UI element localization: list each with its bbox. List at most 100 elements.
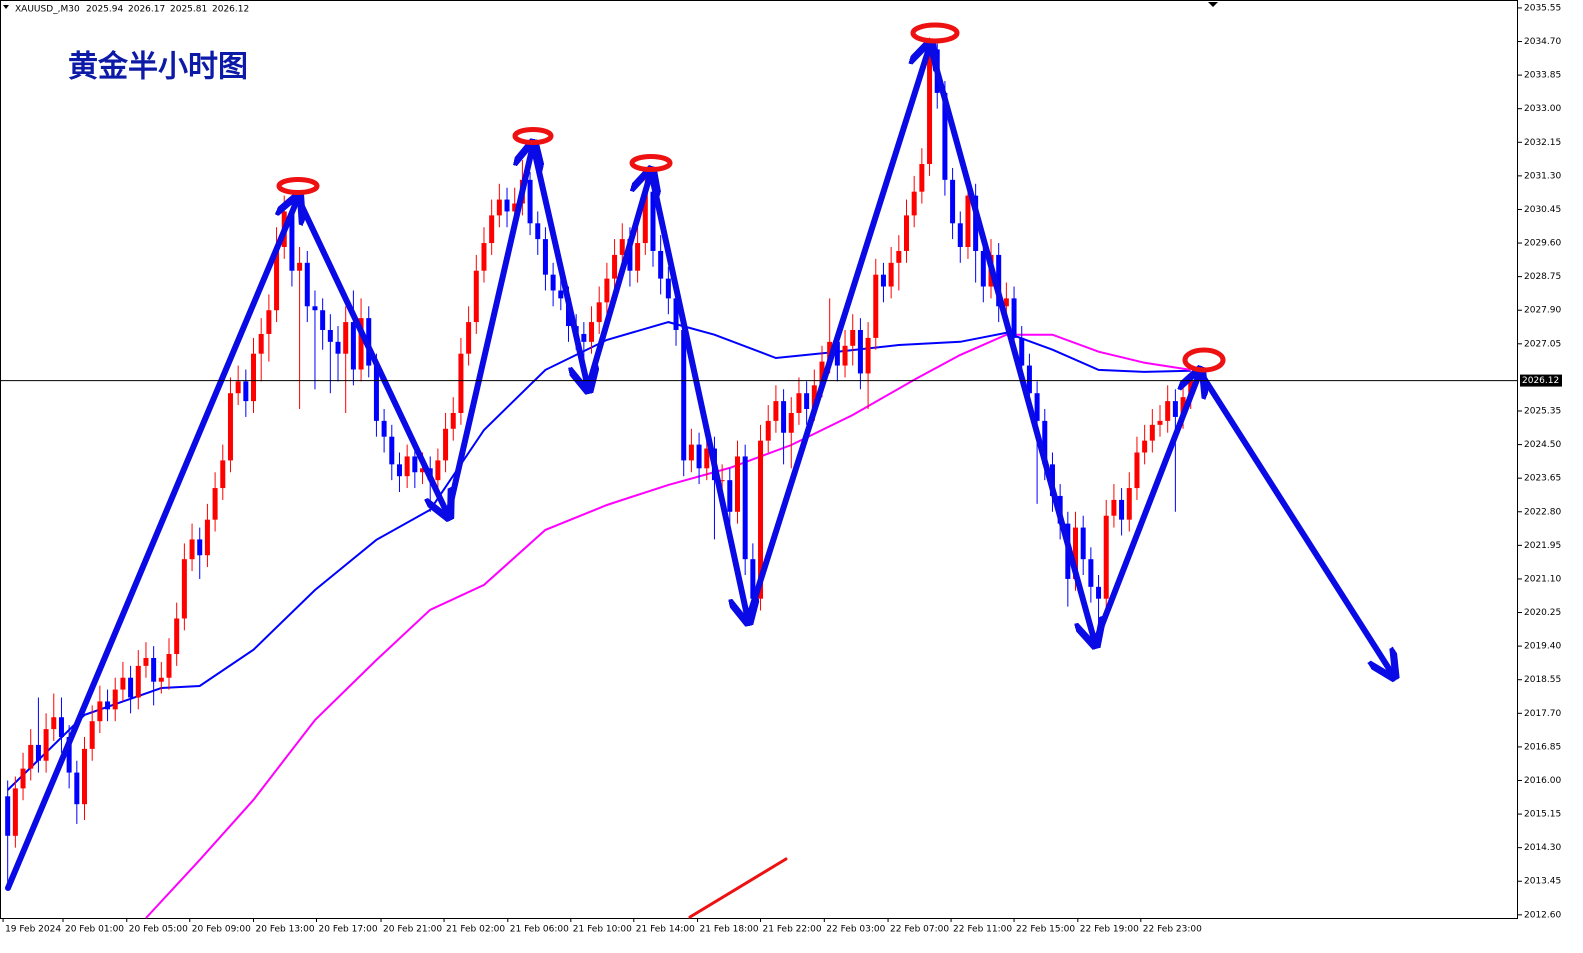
trend-line <box>688 857 788 919</box>
candle-body <box>466 322 472 354</box>
candle-body <box>335 341 341 354</box>
candle-body <box>919 164 925 192</box>
candle-body <box>350 322 356 370</box>
candle-body <box>681 329 687 461</box>
candle-body <box>665 278 671 299</box>
candle-body <box>758 440 764 599</box>
arrow <box>295 195 448 515</box>
x-tick-label: 21 Feb 22:00 <box>763 925 822 935</box>
candle-body <box>650 191 656 251</box>
candle-body <box>312 306 318 311</box>
arrow <box>648 169 748 620</box>
y-tick-label: 2030.45 <box>1524 205 1561 215</box>
candle-body <box>89 721 95 749</box>
candle-body <box>996 254 1002 307</box>
candle-body <box>35 744 41 761</box>
candle-body <box>396 464 402 477</box>
candle-body <box>734 456 740 512</box>
candle-body <box>1003 298 1009 307</box>
trend-arrows <box>5 45 1393 891</box>
candle-body <box>112 689 118 710</box>
candle-body <box>20 768 26 789</box>
candle-body <box>151 657 157 682</box>
candle-body <box>888 262 894 287</box>
candle-body <box>227 393 233 461</box>
arrow <box>745 45 930 623</box>
y-tick-label: 2031.30 <box>1524 171 1561 181</box>
ohlc-close: 2026.12 <box>212 5 249 15</box>
candle-body <box>120 677 126 690</box>
candle-body <box>266 310 272 334</box>
candle-body <box>358 318 364 370</box>
y-tick-label: 2027.90 <box>1524 306 1561 316</box>
candle-body <box>128 677 134 698</box>
candle-body <box>404 456 410 477</box>
candle-body <box>827 341 833 362</box>
candle-body <box>542 239 548 275</box>
arrow <box>530 142 588 388</box>
y-tick-label: 2027.05 <box>1524 339 1561 349</box>
y-tick-label: 2033.85 <box>1524 71 1561 81</box>
x-tick-label: 22 Feb 15:00 <box>1016 925 1075 935</box>
arrow <box>5 198 298 891</box>
y-tick-label: 2015.15 <box>1524 810 1561 820</box>
candle-body <box>750 559 756 599</box>
candle-body <box>381 420 387 437</box>
candle-body <box>589 322 595 342</box>
candle-body <box>443 428 449 461</box>
candle-body <box>1103 515 1109 599</box>
candle-body <box>1042 420 1048 465</box>
candle-body <box>604 278 610 303</box>
y-tick-label: 2021.95 <box>1524 541 1561 551</box>
x-tick-label: 20 Feb 01:00 <box>65 925 124 935</box>
candle-body <box>773 401 779 421</box>
candle-body <box>581 333 587 342</box>
candle-body <box>957 223 963 248</box>
y-tick-label: 2023.65 <box>1524 474 1561 484</box>
ohlc-high: 2026.17 <box>128 5 165 15</box>
y-tick-label: 2018.55 <box>1524 675 1561 685</box>
last-price-label: 2026.12 <box>1522 376 1559 386</box>
x-tick-label: 20 Feb 21:00 <box>383 925 442 935</box>
candle-body <box>804 393 810 410</box>
annotations <box>5 22 1393 919</box>
candle-body <box>97 701 103 722</box>
x-tick-label: 21 Feb 06:00 <box>510 925 569 935</box>
candle-body <box>43 729 49 761</box>
candle-body <box>635 243 641 271</box>
candle-body <box>965 195 971 248</box>
candle-body <box>688 444 694 461</box>
candle-body <box>235 381 241 394</box>
candle-body <box>1011 298 1017 338</box>
moving-average <box>7 321 1191 791</box>
y-tick-label: 2035.55 <box>1524 3 1561 13</box>
peak-circle <box>910 22 960 44</box>
candle-body <box>504 199 510 212</box>
arrow <box>585 172 651 391</box>
candle-body <box>865 337 871 374</box>
candle-body <box>850 329 856 346</box>
x-tick-label: 20 Feb 17:00 <box>319 925 378 935</box>
candle-body <box>212 488 218 520</box>
candle-body <box>942 92 948 180</box>
candle-body <box>82 748 88 805</box>
y-tick-label: 2014.30 <box>1524 843 1561 853</box>
candle-body <box>911 191 917 216</box>
y-tick-label: 2029.60 <box>1524 239 1561 249</box>
candle-body <box>1111 499 1117 516</box>
arrow <box>1092 372 1200 646</box>
candle-body <box>320 310 326 330</box>
candle-body <box>412 456 418 473</box>
candle-body <box>696 444 702 469</box>
candle-body <box>612 254 618 279</box>
candle-body <box>673 298 679 330</box>
x-tick-label: 21 Feb 02:00 <box>446 925 505 935</box>
ohlc-low: 2025.81 <box>170 5 207 15</box>
candle-body <box>343 322 349 354</box>
candle-body <box>1172 401 1178 417</box>
y-tick-label: 2021.10 <box>1524 574 1561 584</box>
y-tick-label: 2019.40 <box>1524 642 1561 652</box>
candle-body <box>619 239 625 255</box>
